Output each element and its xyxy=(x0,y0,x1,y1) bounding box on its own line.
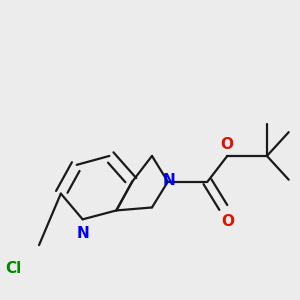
Text: O: O xyxy=(221,214,234,229)
Text: O: O xyxy=(220,136,233,152)
Text: N: N xyxy=(162,173,175,188)
Text: Cl: Cl xyxy=(5,261,21,276)
Text: N: N xyxy=(76,226,89,241)
